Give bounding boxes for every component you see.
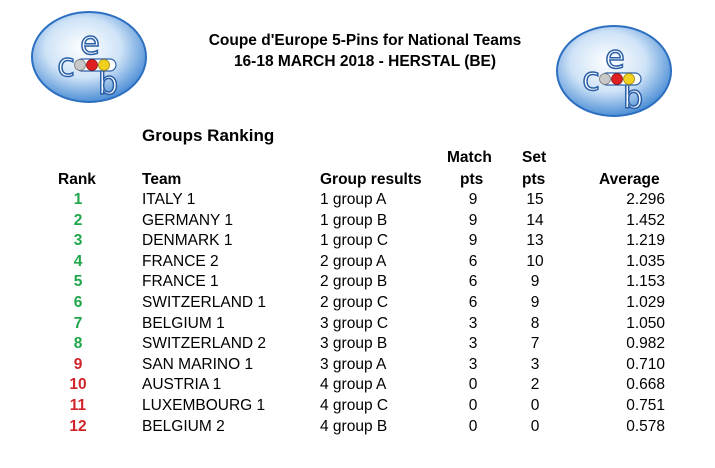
set-pts-cell: 14 — [526, 212, 544, 229]
average-cell: 1.219 — [626, 232, 665, 249]
team-cell: SWITZERLAND 1 — [142, 294, 267, 311]
set-pts-cell: 10 — [526, 253, 544, 270]
team-cell: ITALY 1 — [142, 191, 196, 208]
col-header-rank: Rank — [58, 171, 96, 188]
set-pts-cell: 9 — [530, 273, 540, 290]
set-pts-cell: 9 — [530, 294, 540, 311]
match-pts-cell: 0 — [468, 397, 478, 414]
average-cell: 0.710 — [626, 356, 665, 373]
match-pts-cell: 3 — [468, 315, 478, 332]
group-results-cell: 1 group C — [320, 232, 389, 249]
rank-cell: 1 — [73, 191, 83, 208]
set-pts-cell: 0 — [530, 418, 540, 435]
set-pts-cell: 3 — [530, 356, 540, 373]
svg-text:e: e — [80, 24, 100, 62]
set-pts-cell: 15 — [526, 191, 544, 208]
event-title: Coupe d'Europe 5-Pins for National Teams — [208, 32, 522, 49]
col-header-set-top: Set — [522, 149, 547, 166]
match-pts-cell: 6 — [468, 273, 478, 290]
rank-cell: 11 — [69, 397, 87, 414]
match-pts-cell: 9 — [468, 191, 478, 208]
rank-cell: 10 — [69, 376, 87, 393]
set-pts-cell: 13 — [526, 232, 544, 249]
average-cell: 1.452 — [626, 212, 665, 229]
average-cell: 2.296 — [626, 191, 665, 208]
rank-cell: 12 — [69, 418, 87, 435]
match-pts-cell: 0 — [468, 376, 478, 393]
team-cell: LUXEMBOURG 1 — [142, 397, 266, 414]
page-subtitle: Groups Ranking — [142, 126, 275, 145]
group-results-cell: 2 group C — [320, 294, 389, 311]
group-results-cell: 2 group B — [320, 273, 388, 290]
group-results-cell: 4 group A — [320, 376, 387, 393]
team-cell: AUSTRIA 1 — [142, 376, 222, 393]
svg-text:c: c — [57, 46, 75, 84]
col-header-match-bottom: pts — [460, 171, 484, 188]
rank-cell: 8 — [73, 335, 83, 352]
match-pts-cell: 0 — [468, 418, 478, 435]
rank-cell: 6 — [73, 294, 83, 311]
average-cell: 1.029 — [626, 294, 665, 311]
rank-cell: 4 — [73, 253, 83, 270]
average-cell: 0.982 — [626, 335, 665, 352]
team-cell: DENMARK 1 — [142, 232, 233, 249]
svg-text:e: e — [605, 38, 625, 76]
team-cell: BELGIUM 2 — [142, 418, 225, 435]
team-cell: SWITZERLAND 2 — [142, 335, 267, 352]
svg-text:b: b — [623, 78, 643, 116]
group-results-cell: 4 group C — [320, 397, 389, 414]
group-results-cell: 3 group A — [320, 356, 387, 373]
rank-cell: 2 — [73, 212, 83, 229]
group-results-cell: 2 group A — [320, 253, 387, 270]
match-pts-cell: 6 — [468, 294, 478, 311]
col-header-team: Team — [142, 171, 182, 188]
team-cell: FRANCE 1 — [142, 273, 219, 290]
average-cell: 0.668 — [626, 376, 665, 393]
average-cell: 0.751 — [626, 397, 665, 414]
group-results-cell: 1 group B — [320, 212, 388, 229]
set-pts-cell: 8 — [530, 315, 540, 332]
match-pts-cell: 9 — [468, 232, 478, 249]
ceb-logo-left: e c b — [30, 10, 148, 104]
match-pts-cell: 3 — [468, 335, 478, 352]
svg-text:c: c — [582, 60, 600, 98]
average-cell: 1.050 — [626, 315, 665, 332]
rank-cell: 7 — [73, 315, 83, 332]
group-results-cell: 4 group B — [320, 418, 388, 435]
rank-cell: 3 — [73, 232, 83, 249]
match-pts-cell: 6 — [468, 253, 478, 270]
col-header-match-top: Match — [447, 149, 492, 166]
rank-cell: 9 — [73, 356, 83, 373]
average-cell: 1.153 — [626, 273, 665, 290]
match-pts-cell: 9 — [468, 212, 478, 229]
set-pts-cell: 2 — [530, 376, 540, 393]
rank-cell: 5 — [73, 273, 83, 290]
group-results-cell: 3 group C — [320, 315, 389, 332]
match-pts-cell: 3 — [468, 356, 478, 373]
event-date-venue: 16-18 MARCH 2018 - HERSTAL (BE) — [233, 53, 497, 70]
col-header-group-results: Group results — [320, 171, 422, 188]
team-cell: BELGIUM 1 — [142, 315, 225, 332]
ceb-logo-right: e c b — [555, 24, 673, 118]
average-cell: 0.578 — [626, 418, 665, 435]
team-cell: FRANCE 2 — [142, 253, 219, 270]
team-cell: SAN MARINO 1 — [142, 356, 254, 373]
group-results-cell: 1 group A — [320, 191, 387, 208]
set-pts-cell: 7 — [530, 335, 540, 352]
col-header-average: Average — [599, 171, 660, 188]
col-header-set-bottom: pts — [522, 171, 546, 188]
average-cell: 1.035 — [626, 253, 665, 270]
set-pts-cell: 0 — [530, 397, 540, 414]
team-cell: GERMANY 1 — [142, 212, 234, 229]
svg-text:b: b — [98, 64, 118, 102]
group-results-cell: 3 group B — [320, 335, 388, 352]
